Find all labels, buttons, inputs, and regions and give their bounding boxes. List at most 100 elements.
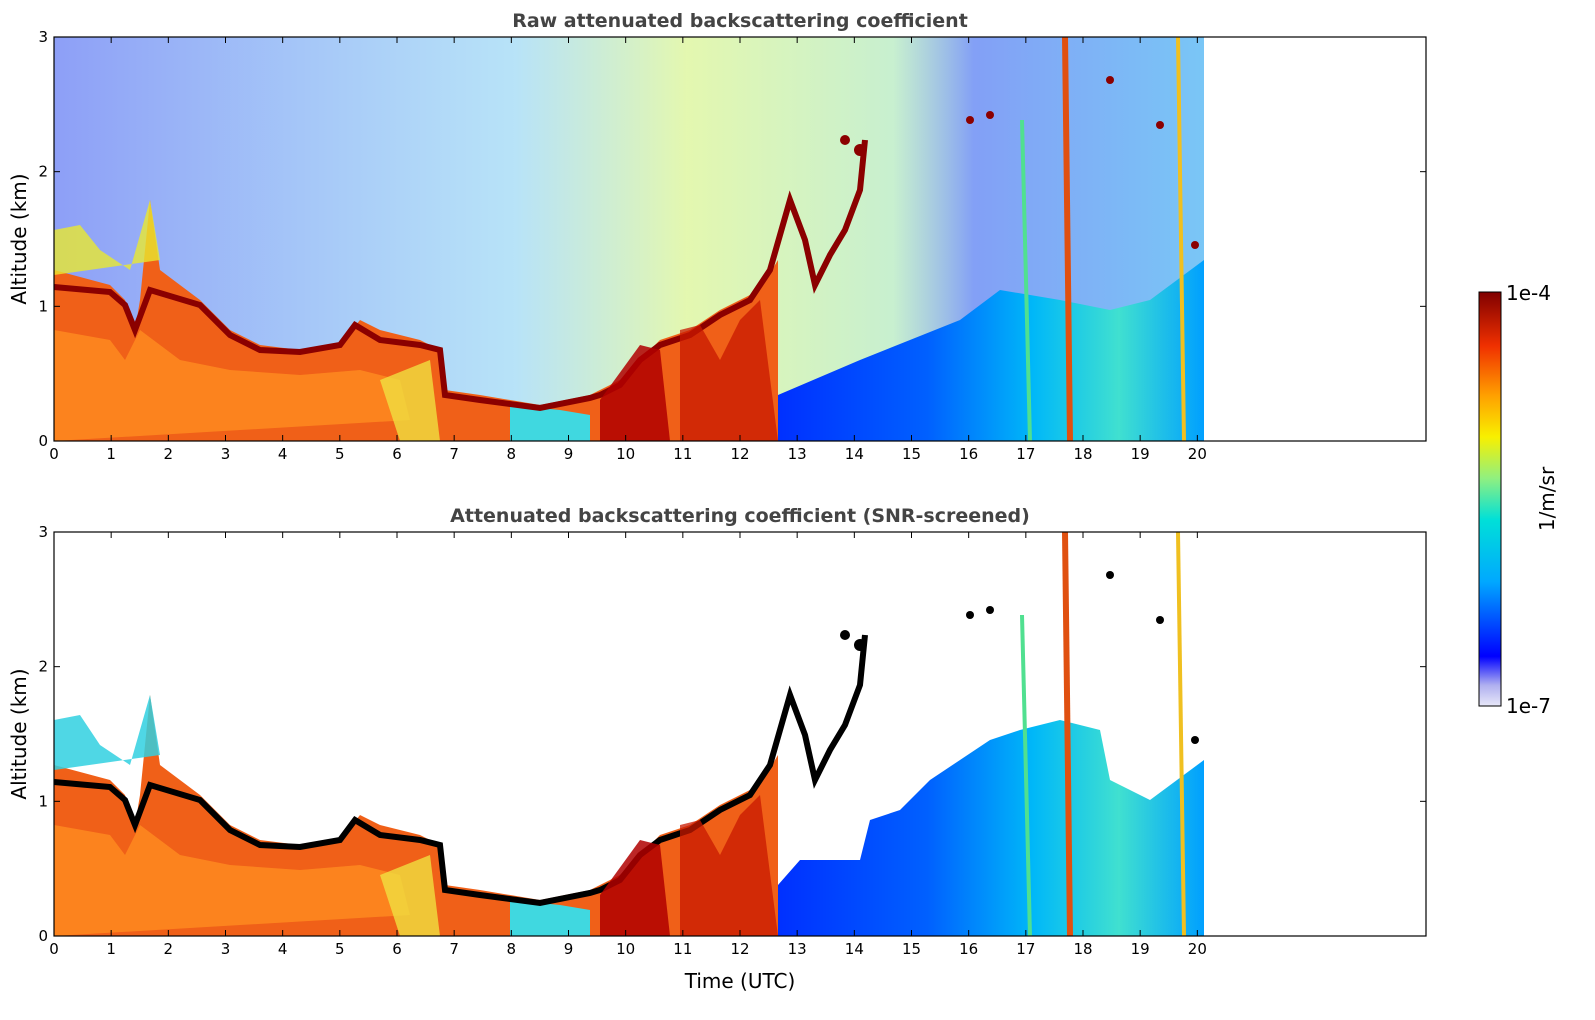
- y-tick-label: 1: [38, 297, 48, 315]
- y-tick-label: 1: [38, 792, 48, 810]
- bottom-streak-17: [1020, 614, 1032, 937]
- y-tick-label: 2: [38, 658, 48, 676]
- bottom-cloud-blob: [986, 606, 994, 614]
- x-tick-label: 0: [49, 940, 59, 958]
- x-tick-label: 11: [673, 445, 692, 463]
- colorbar-min-label: 1e-7: [1506, 694, 1551, 718]
- x-tick-label: 3: [221, 940, 231, 958]
- bottom-cloud-blob: [966, 611, 974, 619]
- x-tick-label: 10: [616, 445, 635, 463]
- x-tick-label: 16: [959, 445, 978, 463]
- top-panel-title: Raw attenuated backscattering coefficien…: [512, 10, 968, 32]
- top-cloud-blob: [1191, 241, 1199, 249]
- x-tick-label: 2: [164, 445, 174, 463]
- x-tick-label: 15: [902, 445, 921, 463]
- top-plume-11: [680, 300, 778, 441]
- x-tick-label: 6: [392, 940, 402, 958]
- x-tick-label: 14: [845, 940, 864, 958]
- top-cloud-blob: [966, 116, 974, 124]
- top-yellow-band: [380, 360, 440, 441]
- bottom-xlabel: Time (UTC): [684, 969, 796, 993]
- bottom-cloud-blob: [1156, 616, 1164, 624]
- x-tick-label: 5: [335, 940, 345, 958]
- bottom-panel-title: Attenuated backscattering coefficient (S…: [450, 505, 1030, 527]
- top-cloud-blob: [1106, 76, 1114, 84]
- top-cloud-blob: [986, 111, 994, 119]
- top-x-axis: 0 1 2 3 4 5 6 7 8 9 10 11 12 13 14 15 16 17 18 19 20: [49, 37, 1207, 463]
- x-tick-label: 0: [49, 445, 59, 463]
- x-tick-label: 1: [106, 940, 116, 958]
- x-tick-label: 4: [278, 445, 288, 463]
- bottom-ylabel: Altitude (km): [7, 668, 31, 799]
- top-cloud-base-line: [53, 139, 868, 412]
- top-cloud-inner: [54, 330, 410, 441]
- top-plume-10: [600, 345, 670, 441]
- x-tick-label: 10: [616, 940, 635, 958]
- bottom-cloud-blob: [840, 630, 850, 640]
- x-tick-label: 7: [449, 940, 459, 958]
- bottom-cloud-base-line: [53, 634, 868, 907]
- x-tick-label: 9: [564, 445, 574, 463]
- x-tick-label: 20: [1188, 445, 1207, 463]
- top-cloud-blob: [840, 135, 850, 145]
- x-tick-label: 12: [730, 940, 749, 958]
- bottom-y-axis: 0 1 2 3: [38, 523, 1426, 945]
- colorbar-unit-label: 1/m/sr: [1535, 466, 1559, 531]
- y-tick-label: 3: [38, 523, 48, 541]
- bottom-streak-18: [1062, 531, 1073, 937]
- x-tick-label: 8: [507, 445, 517, 463]
- top-cloud-edge: [54, 200, 160, 275]
- bottom-heatmap: [53, 531, 1204, 937]
- top-cyan-patch: [510, 405, 590, 441]
- top-y-axis: 0 1 2 3: [38, 28, 1426, 450]
- x-tick-label: 18: [1073, 445, 1092, 463]
- x-tick-label: 13: [788, 445, 807, 463]
- y-tick-label: 3: [38, 28, 48, 46]
- bottom-plume-10: [600, 840, 670, 936]
- x-tick-label: 12: [730, 445, 749, 463]
- x-tick-label: 16: [959, 940, 978, 958]
- colorbar-gradient: [1478, 291, 1502, 707]
- bottom-cloud-blob: [854, 639, 866, 651]
- x-tick-label: 3: [221, 445, 231, 463]
- bottom-x-axis: 0 1 2 3 4 5 6 7 8 9 10 11 12 13 14 15 16 17 18 19 20: [49, 532, 1207, 958]
- x-tick-label: 11: [673, 940, 692, 958]
- bottom-cloud-inner: [54, 825, 410, 936]
- x-tick-label: 1: [106, 445, 116, 463]
- top-streak-18: [1062, 36, 1073, 442]
- x-tick-label: 19: [1131, 940, 1150, 958]
- bottom-panel: Attenuated backscattering coefficient (S…: [7, 505, 1427, 993]
- top-heatmap: [53, 36, 1204, 442]
- x-tick-label: 8: [507, 940, 517, 958]
- x-tick-label: 9: [564, 940, 574, 958]
- top-lowlevel-blue: [778, 260, 1204, 441]
- top-cloud-blob: [1156, 121, 1164, 129]
- x-tick-label: 15: [902, 940, 921, 958]
- y-tick-label: 0: [38, 432, 48, 450]
- x-tick-label: 17: [1016, 445, 1035, 463]
- bottom-yellow-band: [380, 855, 440, 936]
- top-cloud-blob: [854, 144, 866, 156]
- bottom-cloud-blob: [1191, 736, 1199, 744]
- bottom-lowlevel-blue: [778, 720, 1204, 936]
- top-streak-19: [1176, 36, 1186, 442]
- colorbar: 1e-4 1e-7 1/m/sr: [1478, 281, 1559, 718]
- x-tick-label: 18: [1073, 940, 1092, 958]
- bottom-plume-11: [680, 795, 778, 936]
- x-tick-label: 14: [845, 445, 864, 463]
- bottom-cloud-edge: [54, 695, 160, 770]
- y-tick-label: 0: [38, 927, 48, 945]
- bottom-streak-19: [1176, 531, 1186, 937]
- bottom-cloud-blob: [1106, 571, 1114, 579]
- x-tick-label: 19: [1131, 445, 1150, 463]
- bottom-cyan-patch: [510, 900, 590, 936]
- x-tick-label: 6: [392, 445, 402, 463]
- y-tick-label: 2: [38, 163, 48, 181]
- x-tick-label: 13: [788, 940, 807, 958]
- x-tick-label: 20: [1188, 940, 1207, 958]
- x-tick-label: 7: [449, 445, 459, 463]
- x-tick-label: 2: [164, 940, 174, 958]
- top-panel: Raw attenuated backscattering coefficien…: [7, 10, 1427, 463]
- top-streak-17: [1020, 119, 1032, 442]
